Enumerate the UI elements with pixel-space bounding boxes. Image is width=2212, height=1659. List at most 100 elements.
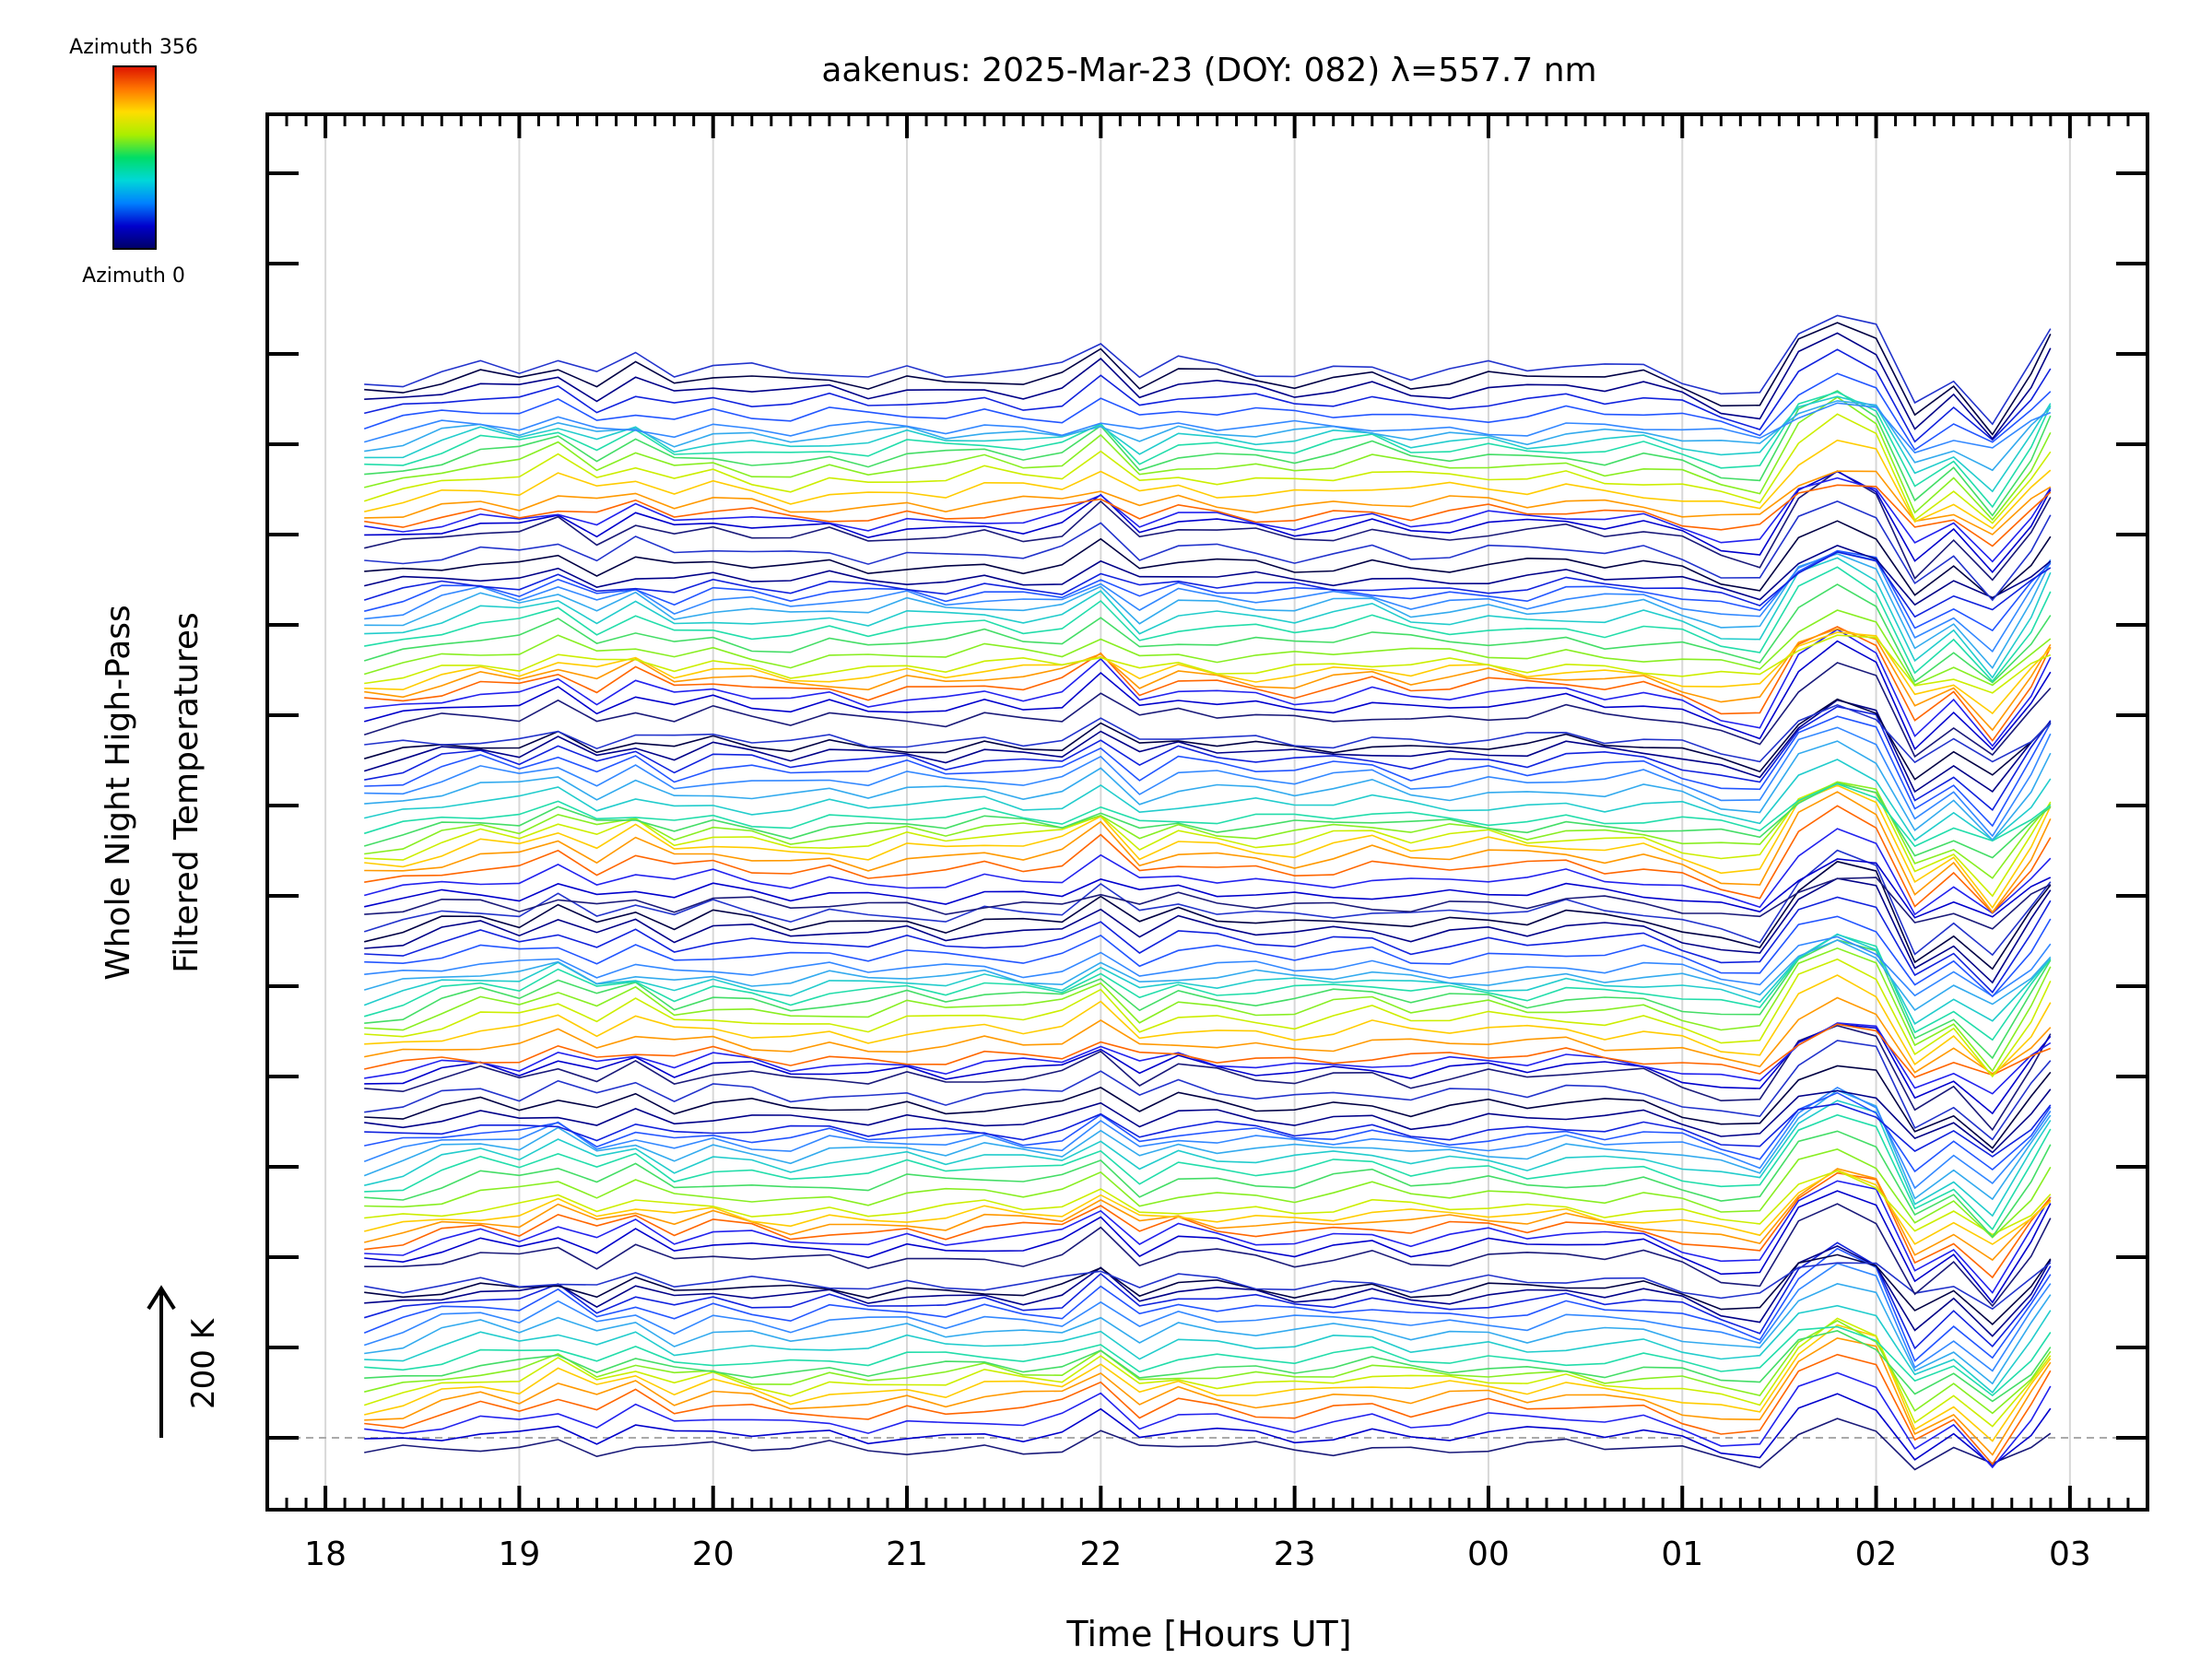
azimuth-trace <box>364 935 2052 997</box>
colorbar-gradient <box>112 65 157 250</box>
plot-frame <box>265 112 2149 1512</box>
azimuth-trace <box>363 934 2052 1041</box>
azimuth-trace <box>364 1088 2052 1154</box>
azimuth-trace <box>364 1190 2052 1304</box>
azimuth-trace <box>364 1324 2052 1442</box>
azimuth-trace <box>364 1024 2052 1132</box>
azimuth-trace <box>364 1100 2052 1218</box>
azimuth-trace <box>364 634 2052 694</box>
azimuth-trace <box>364 877 2052 930</box>
azimuth-trace <box>364 1180 2052 1294</box>
azimuth-trace <box>364 626 2052 742</box>
azimuth-trace <box>363 1262 2052 1372</box>
y-axis-label-line1: Whole Night High-Pass <box>100 605 137 981</box>
azimuth-trace <box>364 726 2052 838</box>
x-tick-label: 02 <box>1855 1535 1898 1573</box>
azimuth-trace <box>364 1283 2052 1385</box>
azimuth-trace <box>363 1086 2052 1190</box>
azimuth-trace <box>364 390 2052 517</box>
azimuth-trace <box>364 759 2052 841</box>
azimuth-trace <box>363 662 2052 759</box>
colorbar-top-label: Azimuth 356 <box>69 36 198 59</box>
scale-arrow-head <box>147 1285 176 1311</box>
x-tick-label: 19 <box>498 1535 540 1573</box>
azimuth-trace <box>364 974 2052 1077</box>
azimuth-trace <box>363 402 2052 454</box>
colorbar-bottom-label: Azimuth 0 <box>82 265 185 288</box>
azimuth-trace <box>363 640 2052 751</box>
azimuth-trace <box>364 1319 2052 1415</box>
azimuth-trace <box>364 629 2052 747</box>
x-axis-label: Time [Hours UT] <box>1065 1614 1351 1654</box>
azimuth-trace <box>363 828 2052 916</box>
azimuth-trace <box>364 1393 2052 1467</box>
scale-label: 200 K <box>185 1317 222 1409</box>
azimuth-trace <box>364 1245 2052 1337</box>
azimuth-trace <box>364 566 2052 683</box>
azimuth-trace <box>364 396 2052 522</box>
azimuth-trace <box>364 938 2052 1060</box>
azimuth-trace <box>364 1253 2052 1325</box>
azimuth-trace <box>363 1247 2052 1362</box>
azimuth-trace <box>364 1304 2052 1394</box>
x-tick-label: 03 <box>2049 1535 2091 1573</box>
x-tick-label: 23 <box>1274 1535 1316 1573</box>
x-tick-label: 00 <box>1467 1535 1510 1573</box>
azimuth-trace <box>364 858 2052 919</box>
azimuth-trace <box>363 1089 2052 1201</box>
azimuth-trace <box>364 470 2052 582</box>
azimuth-trace <box>364 805 2052 914</box>
azimuth-trace <box>364 877 2052 984</box>
azimuth-trace <box>363 782 2052 848</box>
azimuth-trace <box>364 1040 2052 1141</box>
azimuth-trace <box>364 705 2052 812</box>
azimuth-trace <box>363 551 2052 618</box>
azimuth-trace <box>363 782 2052 859</box>
scale-indicator: 200 K <box>147 1285 222 1438</box>
azimuth-trace <box>364 1113 2052 1231</box>
azimuth-trace <box>364 1262 2052 1311</box>
azimuth-trace <box>363 413 2052 524</box>
azimuth-trace <box>364 314 2052 426</box>
azimuth-trace <box>363 849 2052 957</box>
gridlines <box>324 114 2071 1510</box>
azimuth-trace <box>364 1203 2052 1308</box>
azimuth-trace <box>364 1336 2052 1456</box>
azimuth-trace <box>364 1170 2052 1236</box>
azimuth-trace <box>364 549 2052 632</box>
series-layer <box>363 314 2052 1471</box>
azimuth-trace <box>364 1171 2052 1279</box>
azimuth-trace <box>363 609 2052 687</box>
azimuth-trace <box>363 933 2052 1025</box>
azimuth-trace <box>364 348 2052 443</box>
tick-marks <box>265 114 2147 1510</box>
azimuth-trace <box>364 557 2052 679</box>
azimuth-trace <box>364 1169 2052 1245</box>
x-tick-labels: 18 19 20 21 22 23 00 01 02 03 <box>304 1535 2091 1573</box>
azimuth-trace <box>364 1371 2052 1469</box>
colorbar: Azimuth 356 Azimuth 0 <box>69 36 198 288</box>
x-tick-label: 01 <box>1661 1535 1703 1573</box>
azimuth-trace <box>364 1148 2052 1239</box>
azimuth-trace <box>364 484 2052 547</box>
x-tick-label: 21 <box>886 1535 928 1573</box>
azimuth-trace <box>363 372 2052 452</box>
azimuth-trace <box>364 1325 2052 1397</box>
azimuth-trace <box>363 1241 2052 1350</box>
x-tick-label: 22 <box>1079 1535 1122 1573</box>
azimuth-trace <box>364 1065 2052 1149</box>
azimuth-trace <box>364 470 2052 535</box>
x-tick-label: 18 <box>304 1535 347 1573</box>
x-tick-label: 20 <box>692 1535 735 1573</box>
azimuth-trace <box>364 1418 2052 1471</box>
azimuth-trace <box>364 322 2052 436</box>
azimuth-trace <box>364 860 2052 971</box>
azimuth-trace <box>364 1330 2052 1403</box>
azimuth-trace <box>364 1130 2052 1239</box>
azimuth-trace <box>363 939 2052 1011</box>
azimuth-trace <box>364 439 2052 530</box>
azimuth-trace <box>364 628 2052 732</box>
y-axis-label-line2: Filtered Temperatures <box>168 612 206 973</box>
azimuth-trace <box>364 715 2052 828</box>
